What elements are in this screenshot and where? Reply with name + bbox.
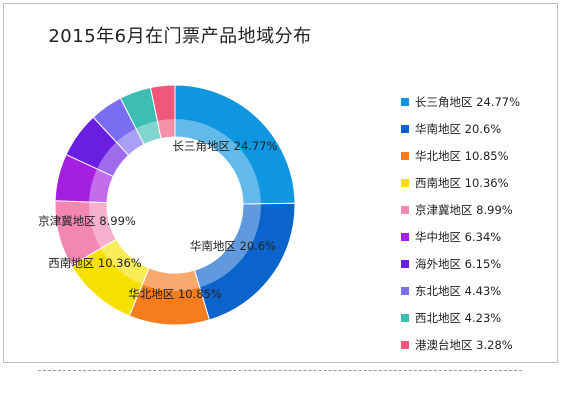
slice-2 bbox=[193, 202, 296, 321]
slice-label-4: 西南地区 10.36% bbox=[48, 256, 142, 270]
legend-item: 西北地区 4.23% bbox=[401, 304, 561, 331]
legend-label: 海外地区 6.15% bbox=[415, 256, 502, 271]
legend-item: 华南地区 20.6% bbox=[401, 115, 561, 142]
slice-label-5: 京津冀地区 8.99% bbox=[38, 214, 136, 228]
legend-swatch bbox=[401, 232, 409, 241]
legend-label: 华北地区 10.85% bbox=[415, 148, 509, 163]
legend-label: 东北地区 4.43% bbox=[415, 283, 502, 298]
legend-swatch bbox=[401, 124, 409, 133]
slice-1 bbox=[174, 84, 296, 205]
inner-ring-highlight bbox=[89, 119, 261, 291]
legend-label: 长三角地区 24.77% bbox=[415, 94, 521, 109]
legend-item: 华北地区 10.85% bbox=[401, 142, 561, 169]
legend-item: 长三角地区 24.77% bbox=[401, 88, 561, 115]
legend-swatch bbox=[401, 205, 409, 214]
slice-label-3: 华北地区 10.85% bbox=[128, 287, 222, 301]
legend-label: 港澳台地区 3.28% bbox=[415, 337, 513, 352]
chart-frame bbox=[3, 3, 558, 363]
legend-swatch bbox=[401, 286, 409, 295]
legend-item: 西南地区 10.36% bbox=[401, 169, 561, 196]
legend-label: 华南地区 20.6% bbox=[415, 121, 502, 136]
legend-label: 西北地区 4.23% bbox=[415, 310, 502, 325]
legend-label: 西南地区 10.36% bbox=[415, 175, 509, 190]
legend-item: 东北地区 4.43% bbox=[401, 277, 561, 304]
legend-swatch bbox=[401, 259, 409, 268]
legend-swatch bbox=[401, 178, 409, 187]
legend-swatch bbox=[401, 313, 409, 322]
chart-title: 2015年6月在门票产品地域分布 bbox=[48, 26, 312, 47]
slice-label-2: 华南地区 20.6% bbox=[190, 239, 276, 253]
legend-item: 海外地区 6.15% bbox=[401, 250, 561, 277]
legend-item: 京津冀地区 8.99% bbox=[401, 196, 561, 223]
dashed-separator bbox=[38, 370, 522, 371]
legend-swatch bbox=[401, 97, 409, 106]
slice-10 bbox=[149, 84, 176, 140]
legend-label: 华中地区 6.34% bbox=[415, 229, 502, 244]
legend-item: 港澳台地区 3.28% bbox=[401, 331, 561, 358]
chart-legend: 长三角地区 24.77% 华南地区 20.6% 华北地区 10.85% 西南地区 10… bbox=[401, 88, 561, 358]
legend-swatch bbox=[401, 151, 409, 160]
slice-label-1: 长三角地区 24.77% bbox=[172, 139, 277, 153]
legend-item: 华中地区 6.34% bbox=[401, 223, 561, 250]
legend-label: 京津冀地区 8.99% bbox=[415, 202, 513, 217]
legend-swatch bbox=[401, 340, 409, 349]
